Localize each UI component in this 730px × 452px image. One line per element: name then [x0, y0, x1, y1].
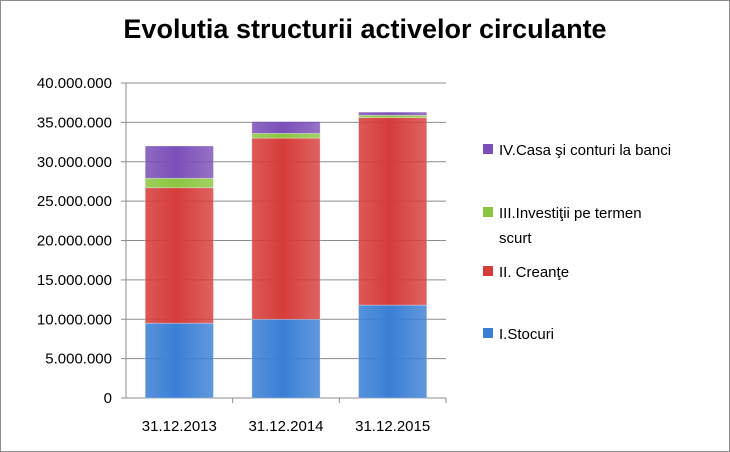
y-tick-label: 25.000.000 [37, 193, 112, 210]
bar-segment [144, 187, 214, 324]
legend-label: IV.Casa şi conturi la banci [499, 142, 671, 159]
bar-segment [251, 137, 321, 320]
legend-label: I.Stocuri [499, 326, 554, 343]
legend-label: scurt [499, 230, 532, 247]
legend: IV.Casa şi conturi la banci III.Investiţi… [483, 142, 671, 343]
legend-label: II. Creanţe [499, 264, 569, 281]
y-tick-label: 20.000.000 [37, 233, 112, 250]
legend-swatch [483, 144, 493, 154]
y-tick-label: 5.000.000 [45, 351, 112, 368]
bar-segment [251, 132, 321, 139]
x-tick-label: 31.12.2013 [142, 418, 217, 435]
chart-title: Evolutia structurii activelor circulante [123, 14, 607, 44]
bar-segment [144, 177, 214, 189]
bar-segment [251, 121, 321, 134]
bar-segment [358, 304, 428, 399]
legend-swatch [483, 266, 493, 276]
bar-segment [144, 145, 214, 179]
y-tick-label: 40.000.000 [37, 75, 112, 92]
y-tick-label: 30.000.000 [37, 154, 112, 171]
x-tick-label: 31.12.2015 [355, 418, 430, 435]
y-tick-label: 15.000.000 [37, 272, 112, 289]
legend-swatch [483, 328, 493, 338]
x-tick-label: 31.12.2014 [248, 418, 323, 435]
axes: 0 5.000.000 10.000.000 15.000.000 20.000.000… [37, 75, 447, 435]
y-tick-label: 10.000.000 [37, 311, 112, 328]
bar-segment [144, 322, 214, 399]
bars [144, 111, 428, 399]
bar-segment [358, 111, 428, 116]
y-tick-label: 0 [104, 390, 112, 407]
bar-segment [358, 117, 428, 306]
legend-swatch [483, 207, 493, 217]
legend-label: III.Investiţii pe termen [499, 205, 642, 222]
bar-segment [251, 318, 321, 399]
y-tick-label: 35.000.000 [37, 114, 112, 131]
